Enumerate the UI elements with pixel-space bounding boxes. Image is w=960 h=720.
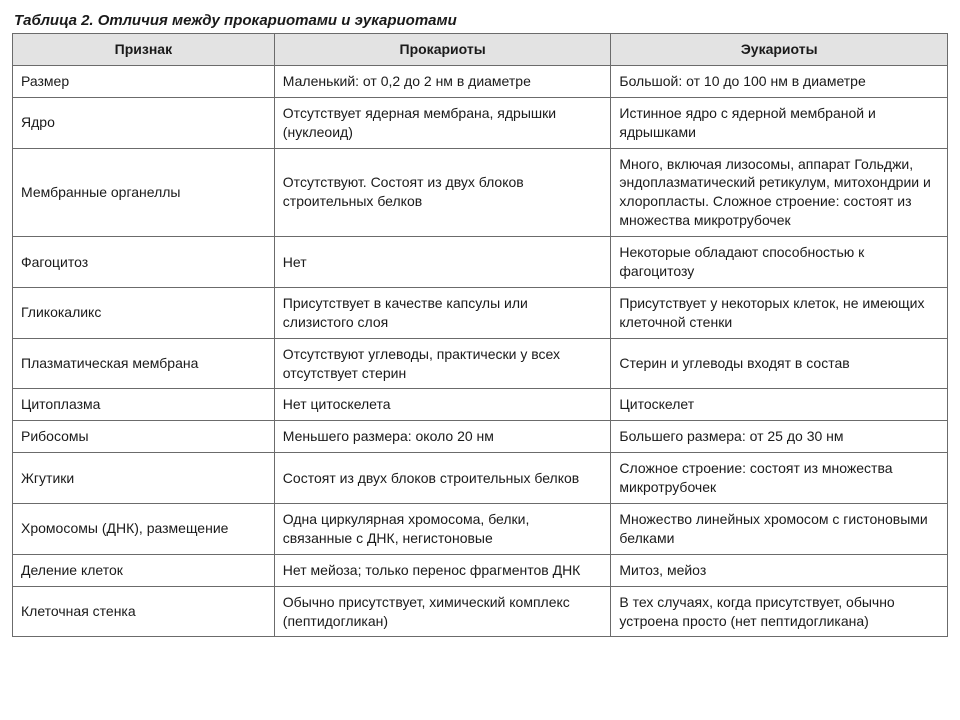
cell-eukaryote: В тех случаях, когда присутствует, обычн…: [611, 586, 948, 637]
cell-feature: Фагоцитоз: [13, 237, 275, 288]
cell-prokaryote: Отсутствует ядерная мембрана, ядрышки (н…: [274, 97, 611, 148]
table-row: Ядро Отсутствует ядерная мембрана, ядрыш…: [13, 97, 948, 148]
table-title: Таблица 2. Отличия между прокариотами и …: [14, 12, 948, 29]
cell-prokaryote: Состоят из двух блоков строительных белк…: [274, 453, 611, 504]
table-row: Рибосомы Меньшего размера: около 20 нм Б…: [13, 421, 948, 453]
table-row: Размер Маленький: от 0,2 до 2 нм в диаме…: [13, 65, 948, 97]
col-header-0: Признак: [13, 34, 275, 66]
col-header-1: Прокариоты: [274, 34, 611, 66]
cell-eukaryote: Митоз, мейоз: [611, 554, 948, 586]
cell-prokaryote: Одна циркулярная хромосома, белки, связа…: [274, 504, 611, 555]
cell-feature: Рибосомы: [13, 421, 275, 453]
cell-prokaryote: Нет: [274, 237, 611, 288]
cell-prokaryote: Маленький: от 0,2 до 2 нм в диаметре: [274, 65, 611, 97]
cell-prokaryote: Нет мейоза; только перенос фрагментов ДН…: [274, 554, 611, 586]
cell-prokaryote: Присутствует в качестве капсулы или слиз…: [274, 287, 611, 338]
cell-feature: Деление клеток: [13, 554, 275, 586]
cell-feature: Размер: [13, 65, 275, 97]
table-row: Фагоцитоз Нет Некоторые обладают способн…: [13, 237, 948, 288]
cell-eukaryote: Истинное ядро с ядерной мембраной и ядры…: [611, 97, 948, 148]
cell-prokaryote: Меньшего размера: около 20 нм: [274, 421, 611, 453]
cell-prokaryote: Отсутствуют. Состоят из двух блоков стро…: [274, 148, 611, 237]
cell-eukaryote: Множество линейных хромосом с гистоновым…: [611, 504, 948, 555]
col-header-2: Эукариоты: [611, 34, 948, 66]
cell-feature: Клеточная стенка: [13, 586, 275, 637]
table-row: Плазматическая мембрана Отсутствуют угле…: [13, 338, 948, 389]
cell-eukaryote: Присутствует у некоторых клеток, не имею…: [611, 287, 948, 338]
cell-feature: Жгутики: [13, 453, 275, 504]
cell-prokaryote: Отсутствуют углеводы, практически у всех…: [274, 338, 611, 389]
table-row: Деление клеток Нет мейоза; только перено…: [13, 554, 948, 586]
table-row: Мембранные органеллы Отсутствуют. Состоя…: [13, 148, 948, 237]
comparison-table: Признак Прокариоты Эукариоты Размер Мале…: [12, 33, 948, 637]
cell-prokaryote: Обычно присутствует, химический комплекс…: [274, 586, 611, 637]
cell-feature: Мембранные органеллы: [13, 148, 275, 237]
table-row: Жгутики Состоят из двух блоков строитель…: [13, 453, 948, 504]
cell-eukaryote: Большего размера: от 25 до 30 нм: [611, 421, 948, 453]
cell-eukaryote: Некоторые обладают способностью к фагоци…: [611, 237, 948, 288]
cell-eukaryote: Цитоскелет: [611, 389, 948, 421]
cell-feature: Ядро: [13, 97, 275, 148]
cell-eukaryote: Сложное строение: состоят из множества м…: [611, 453, 948, 504]
cell-eukaryote: Стерин и углеводы входят в состав: [611, 338, 948, 389]
table-row: Цитоплазма Нет цитоскелета Цитоскелет: [13, 389, 948, 421]
table-row: Гликокаликс Присутствует в качестве капс…: [13, 287, 948, 338]
cell-eukaryote: Большой: от 10 до 100 нм в диаметре: [611, 65, 948, 97]
cell-feature: Гликокаликс: [13, 287, 275, 338]
cell-feature: Цитоплазма: [13, 389, 275, 421]
cell-prokaryote: Нет цитоскелета: [274, 389, 611, 421]
cell-eukaryote: Много, включая лизосомы, аппарат Гольджи…: [611, 148, 948, 237]
table-row: Хромосомы (ДНК), размещение Одна циркуля…: [13, 504, 948, 555]
table-row: Клеточная стенка Обычно присутствует, хи…: [13, 586, 948, 637]
table-header-row: Признак Прокариоты Эукариоты: [13, 34, 948, 66]
cell-feature: Плазматическая мембрана: [13, 338, 275, 389]
cell-feature: Хромосомы (ДНК), размещение: [13, 504, 275, 555]
